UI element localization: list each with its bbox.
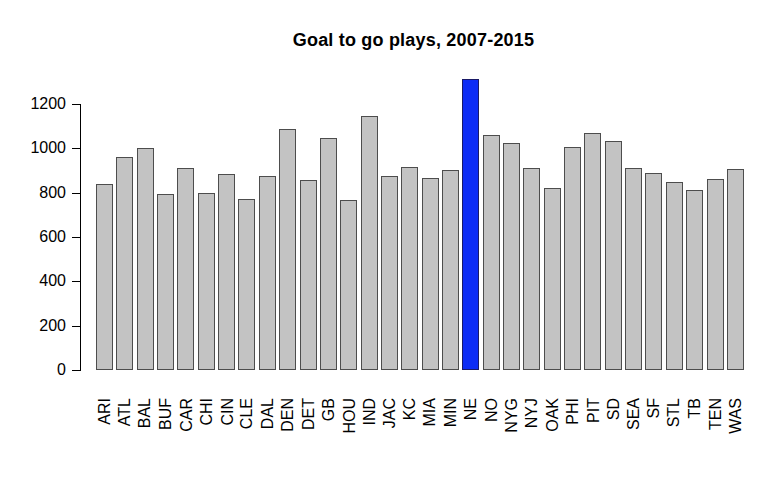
y-axis-line [80, 104, 81, 371]
x-tick-label-text: DAL [259, 398, 276, 429]
bar-DET [300, 180, 317, 370]
y-tick-label: 1200 [0, 95, 66, 113]
x-tick-label-text: CHI [198, 398, 215, 426]
bar-NO [483, 135, 500, 370]
x-tick-label-text: TEN [707, 398, 724, 430]
y-tick-mark [72, 281, 80, 282]
x-tick-label-text: STL [666, 398, 683, 427]
chart-title: Goal to go plays, 2007-2015 [80, 30, 747, 51]
x-tick-label-text: GB [320, 398, 337, 421]
bar-NYG [503, 143, 520, 370]
y-tick-mark [72, 104, 80, 105]
x-tick-label-text: DET [300, 398, 317, 430]
x-tick-label-text: HOU [340, 398, 357, 434]
x-tick-label-text: BAL [137, 398, 154, 428]
x-tick-label-text: NO [483, 398, 500, 422]
x-tick-label-text: SF [645, 398, 662, 418]
bar-IND [361, 116, 378, 370]
x-tick-label-text: NE [462, 398, 479, 420]
x-tick-label-text: SEA [625, 398, 642, 430]
x-tick-label-text: PHI [564, 398, 581, 425]
x-tick-label-text: NYG [503, 398, 520, 433]
bar-ARI [96, 184, 113, 370]
bar-NYJ [523, 168, 540, 370]
x-tick-label-text: SD [605, 398, 622, 420]
bar-BAL [137, 148, 154, 370]
bar-SF [645, 173, 662, 370]
y-tick-mark [72, 193, 80, 194]
x-tick-label-text: IND [361, 398, 378, 426]
x-tick-label-text: OAK [544, 398, 561, 432]
y-tick-label: 400 [0, 272, 66, 290]
bar-PIT [584, 133, 601, 370]
bar-OAK [544, 188, 561, 370]
bar-JAC [381, 176, 398, 370]
bar-ATL [116, 157, 133, 370]
x-tick-label-text: MIA [422, 398, 439, 426]
bar-CIN [218, 174, 235, 370]
y-tick-mark [72, 326, 80, 327]
x-tick-label-text: ATL [116, 398, 133, 426]
y-tick-mark [72, 237, 80, 238]
x-tick-label-text: CLE [238, 398, 255, 429]
bar-TB [686, 190, 703, 370]
bar-NE [462, 79, 479, 370]
x-tick-label-text: TB [686, 398, 703, 418]
bar-MIN [442, 170, 459, 370]
y-tick-label: 600 [0, 228, 66, 246]
x-tick-label-text: CIN [218, 398, 235, 426]
bar-TEN [707, 179, 724, 370]
bar-HOU [340, 200, 357, 370]
y-tick-label: 800 [0, 184, 66, 202]
x-tick-label-text: NYJ [523, 398, 540, 428]
y-tick-label: 1000 [0, 139, 66, 157]
y-tick-label: 200 [0, 317, 66, 335]
bar-GB [320, 138, 337, 370]
bar-MIA [422, 178, 439, 370]
x-tick-label-text: JAC [381, 398, 398, 428]
x-tick-label-text: PIT [584, 398, 601, 423]
bar-SEA [625, 168, 642, 370]
bar-WAS [727, 169, 744, 370]
x-tick-label-text: WAS [727, 398, 744, 434]
bar-SD [605, 141, 622, 370]
bar-KC [401, 167, 418, 370]
x-tick-label-text: ARI [96, 398, 113, 425]
y-tick-mark [72, 148, 80, 149]
bar-STL [666, 182, 683, 370]
bar-CLE [238, 199, 255, 370]
bar-chart-figure: Goal to go plays, 2007-2015 0 200 400 600 80… [0, 0, 775, 481]
x-tick-label-text: BUF [157, 398, 174, 430]
x-tick-label-text: CAR [177, 398, 194, 432]
x-tick-label-text: DEN [279, 398, 296, 432]
x-tick-label-text: KC [401, 398, 418, 420]
y-tick-mark [72, 370, 80, 371]
bar-CHI [198, 193, 215, 370]
y-tick-label: 0 [0, 361, 66, 379]
bar-CAR [177, 168, 194, 370]
x-tick-label-text: MIN [442, 398, 459, 427]
bar-DEN [279, 129, 296, 370]
bar-DAL [259, 176, 276, 370]
bar-BUF [157, 194, 174, 370]
bar-PHI [564, 147, 581, 370]
